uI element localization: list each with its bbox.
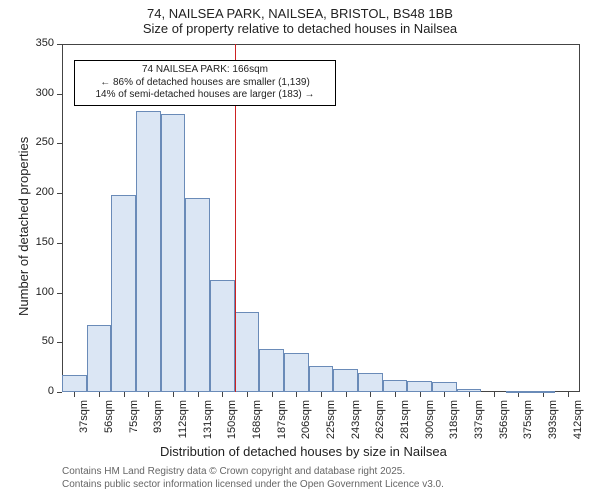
bar [62,375,87,392]
bar [235,312,260,392]
x-tick-mark [272,392,273,397]
x-tick-label: 206sqm [300,400,312,440]
bar [407,381,432,392]
x-tick-label: 243sqm [350,400,362,440]
x-tick-label: 131sqm [202,400,214,440]
x-tick-label: 356sqm [498,400,510,440]
x-tick-mark [99,392,100,397]
x-tick-mark [198,392,199,397]
x-tick-label: 56sqm [103,400,115,440]
x-tick-label: 281sqm [399,400,411,440]
y-tick-label: 50 [26,335,54,347]
x-tick-mark [469,392,470,397]
x-tick-label: 262sqm [374,400,386,440]
x-tick-mark [296,392,297,397]
y-tick-mark [57,193,62,194]
x-tick-mark [370,392,371,397]
bar [506,391,531,393]
y-tick-mark [57,342,62,343]
x-tick-label: 112sqm [177,400,189,440]
y-tick-label: 250 [26,136,54,148]
x-tick-mark [420,392,421,397]
x-tick-mark [247,392,248,397]
bar [333,369,358,392]
bar [383,380,408,392]
bar [87,325,112,392]
x-tick-label: 375sqm [522,400,534,440]
x-tick-label: 225sqm [325,400,337,440]
x-tick-label: 337sqm [473,400,485,440]
y-tick-mark [57,243,62,244]
x-tick-label: 318sqm [448,400,460,440]
y-tick-label: 350 [26,37,54,49]
x-tick-label: 300sqm [424,400,436,440]
bar [111,195,136,392]
x-tick-label: 37sqm [78,400,90,440]
x-tick-label: 150sqm [226,400,238,440]
annotation-box: 74 NAILSEA PARK: 166sqm ← 86% of detache… [74,60,336,106]
x-tick-mark [173,392,174,397]
x-axis-label: Distribution of detached houses by size … [160,444,447,459]
credits-line2: Contains public sector information licen… [62,479,444,492]
x-tick-label: 93sqm [152,400,164,440]
annotation-line1: 74 NAILSEA PARK: 166sqm [80,64,330,77]
annotation-line2: ← 86% of detached houses are smaller (1,… [80,77,330,90]
x-tick-label: 393sqm [547,400,559,440]
bar [457,389,482,392]
chart-container: 74, NAILSEA PARK, NAILSEA, BRISTOL, BS48… [0,0,600,500]
title-line1: 74, NAILSEA PARK, NAILSEA, BRISTOL, BS48… [0,6,600,21]
x-tick-mark [444,392,445,397]
y-tick-label: 150 [26,236,54,248]
y-tick-mark [57,143,62,144]
bar [309,366,334,392]
x-tick-mark [222,392,223,397]
y-tick-mark [57,293,62,294]
bar [358,373,383,392]
x-tick-mark [346,392,347,397]
bar [531,391,556,393]
y-tick-mark [57,94,62,95]
x-tick-label: 75sqm [128,400,140,440]
bar [185,198,210,392]
x-tick-label: 187sqm [276,400,288,440]
x-tick-mark [74,392,75,397]
bar [284,353,309,392]
x-tick-mark [568,392,569,397]
x-tick-mark [494,392,495,397]
y-tick-label: 200 [26,186,54,198]
x-tick-mark [148,392,149,397]
bar [136,111,161,392]
x-tick-mark [321,392,322,397]
bar [210,280,235,392]
credits-line1: Contains HM Land Registry data © Crown c… [62,466,444,479]
title-line2: Size of property relative to detached ho… [0,21,600,36]
bar [259,349,284,392]
annotation-line3: 14% of semi-detached houses are larger (… [80,89,330,102]
y-tick-mark [57,392,62,393]
x-tick-mark [395,392,396,397]
x-tick-label: 412sqm [572,400,584,440]
y-tick-label: 0 [26,385,54,397]
y-tick-label: 100 [26,286,54,298]
y-tick-label: 300 [26,87,54,99]
credits: Contains HM Land Registry data © Crown c… [62,466,444,491]
chart-title: 74, NAILSEA PARK, NAILSEA, BRISTOL, BS48… [0,6,600,36]
x-tick-label: 168sqm [251,400,263,440]
bar [161,114,186,392]
x-tick-mark [124,392,125,397]
y-tick-mark [57,44,62,45]
bar [432,382,457,392]
